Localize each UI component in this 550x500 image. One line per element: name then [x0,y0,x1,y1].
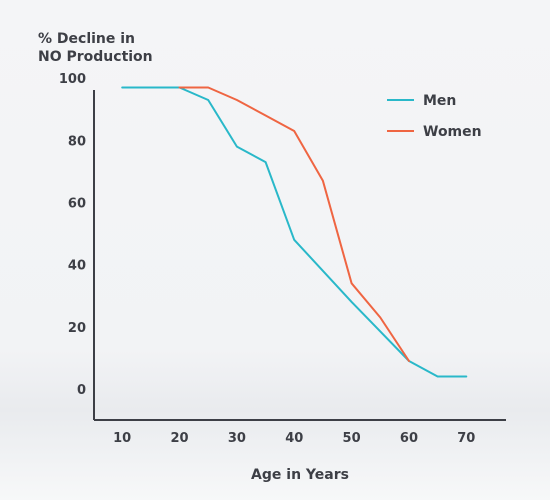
x-tick-label: 40 [285,431,303,446]
y-tick-labels: 0 20 40 60 80 100 [59,72,86,398]
x-tick-label: 70 [457,431,475,446]
x-tick-labels: 10 20 30 40 50 60 70 [113,431,475,446]
y-tick-label: 60 [68,197,86,212]
legend: Men Women [387,93,482,140]
legend-label-women: Women [423,124,482,140]
x-tick-label: 50 [343,431,361,446]
x-tick-label: 30 [228,431,246,446]
y-tick-label: 80 [68,134,86,149]
y-tick-label: 40 [68,259,86,274]
y-tick-label: 0 [77,383,86,398]
legend-label-men: Men [423,93,456,109]
series-line-women [178,86,410,362]
x-tick-label: 10 [113,431,131,446]
chart-title-line-1: % Decline in [38,31,135,47]
series-lines [121,86,468,378]
series-line-men [121,86,468,378]
x-tick-label: 20 [170,431,188,446]
x-axis-label: Age in Years [251,467,349,483]
chart-title-line-2: NO Production [38,49,153,65]
y-tick-label: 100 [59,72,86,87]
x-tick-label: 60 [400,431,418,446]
y-tick-label: 20 [68,321,86,336]
